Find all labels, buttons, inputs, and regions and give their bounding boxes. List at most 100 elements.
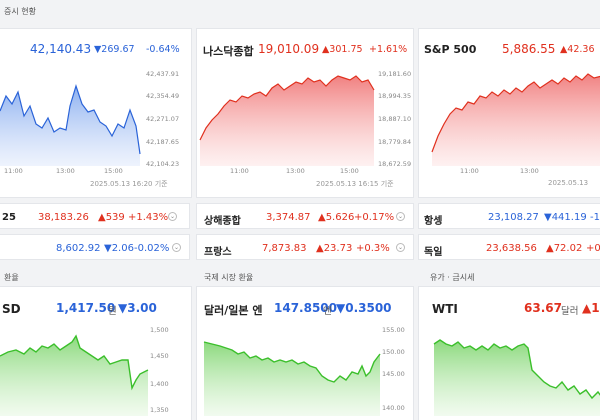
timestamp: 2025.05.13 16:20 기준 (90, 180, 168, 188)
row-rate: +0.17% (354, 212, 395, 223)
row-name: 독일 (424, 247, 443, 258)
row-rate: +0.3% (356, 243, 390, 254)
oil-change: ▲1 (582, 301, 600, 315)
index-row[interactable] (418, 203, 600, 229)
fx-change: ▼0.3500 (336, 301, 392, 315)
index-row[interactable] (418, 234, 600, 260)
y-tick: 140.00 (382, 404, 405, 412)
index-row[interactable] (0, 203, 190, 229)
y-tick: 18,887.10 (378, 115, 412, 123)
index-chart-sp500 (431, 73, 600, 166)
fx-chart-usd (0, 334, 149, 416)
x-tick: 13:00 (56, 167, 75, 175)
row-change: ▼2.06 (104, 243, 134, 254)
nasdaq-line (199, 75, 375, 141)
y-tick: 1,500 (150, 326, 169, 334)
index-chart-nasdaq (199, 75, 375, 166)
row-price: 38,183.26 (38, 212, 89, 223)
y-tick: 19,181.60 (378, 70, 412, 78)
row-rate: -1 (590, 212, 600, 223)
y-tick: 42,271.07 (146, 115, 180, 123)
index-name: 나스닥종합 (203, 45, 254, 58)
x-tick: 13:00 (520, 167, 539, 175)
x-tick: 11:00 (4, 167, 23, 175)
row-price: 23,108.27 (488, 212, 539, 223)
sp500-line (431, 73, 600, 153)
x-tick: 15:00 (340, 167, 359, 175)
fx-unit: 원 (108, 306, 117, 317)
row-name: 프랑스 (204, 247, 232, 258)
y-tick: 150.00 (382, 348, 405, 356)
index-change: ▼269.67 (94, 44, 135, 55)
index-name: S&P 500 (424, 43, 477, 56)
chevron-down-icon[interactable]: ⌄ (168, 212, 177, 221)
y-tick: 18,779.84 (378, 138, 412, 146)
index-change: ▲301.75 (322, 44, 363, 55)
fx-price: 147.8500 (274, 301, 338, 315)
row-change: ▲72.02 (546, 243, 583, 254)
index-row[interactable] (0, 234, 190, 260)
y-tick: 18,672.59 (378, 160, 412, 168)
x-tick: 11:00 (230, 167, 249, 175)
wti-area (434, 340, 600, 416)
jpy-line (203, 341, 381, 383)
y-tick: 1,350 (150, 406, 169, 414)
index-rate: -0.64% (146, 44, 180, 55)
section-title-fx: 환율 (4, 273, 19, 282)
wti-line (433, 339, 600, 400)
timestamp: 2025.05.13 16:15 기준 (316, 180, 394, 188)
row-price: 3,374.87 (266, 212, 311, 223)
jpy-area (204, 342, 380, 416)
dow-area (0, 86, 140, 166)
row-price: 8,602.92 (56, 243, 101, 254)
row-rate: +1.43% (128, 212, 169, 223)
row-name: 25 (2, 212, 16, 223)
index-change: ▲42.36 (560, 44, 595, 55)
row-change: ▲5.626 (318, 212, 355, 223)
section-title-oil-gold: 유가 · 금시세 (430, 273, 475, 282)
index-price: 5,886.55 (502, 42, 556, 56)
y-tick: 42,104.23 (146, 160, 180, 168)
y-tick: 18,994.35 (378, 92, 412, 100)
row-change: ▼441.19 (544, 212, 587, 223)
row-change: ▲23.73 (316, 243, 353, 254)
y-tick: 42,187.65 (146, 138, 180, 146)
index-row[interactable] (196, 203, 414, 229)
oil-unit: 달러 (561, 306, 579, 317)
y-tick: 155.00 (382, 326, 405, 334)
fx-name: 달러/일본 엔 (204, 304, 263, 317)
index-rate: +1.61% (369, 44, 408, 55)
index-chart-dow (0, 84, 141, 166)
fx-price: 1,417.50 (56, 301, 116, 315)
fx-unit: 엔 (323, 306, 332, 317)
row-name: 상해종합 (204, 216, 241, 227)
y-tick: 42,354.49 (146, 92, 180, 100)
dow-line (0, 84, 141, 155)
row-rate: +0. (586, 243, 600, 254)
chevron-down-icon[interactable]: ⌄ (396, 243, 405, 252)
fx-name: SD (2, 302, 21, 316)
oil-price: 63.67 (524, 301, 562, 315)
oil-name: WTI (432, 302, 458, 316)
chevron-down-icon[interactable]: ⌄ (396, 212, 405, 221)
usd-line (0, 334, 149, 391)
fx-chart-jpy (203, 341, 381, 416)
y-tick: 42,437.91 (146, 70, 180, 78)
timestamp: 2025.05.13 (548, 179, 589, 187)
row-price: 23,638.56 (486, 243, 537, 254)
x-tick: 15:00 (104, 167, 123, 175)
index-row[interactable] (196, 234, 414, 260)
oil-chart-wti (433, 339, 600, 416)
row-name: 항셍 (424, 216, 443, 227)
nasdaq-area (200, 76, 374, 166)
sp500-area (432, 74, 600, 166)
section-header: 증시 현황 (4, 7, 36, 16)
index-price: 19,010.09 (258, 42, 320, 56)
row-change: ▲539 (98, 212, 125, 223)
y-tick: 145.00 (382, 370, 405, 378)
fx-change: ▼3.00 (118, 301, 157, 315)
y-tick: 1,400 (150, 380, 169, 388)
y-tick: 1,450 (150, 352, 169, 360)
chevron-down-icon[interactable]: ⌄ (172, 243, 181, 252)
row-price: 7,873.83 (262, 243, 307, 254)
